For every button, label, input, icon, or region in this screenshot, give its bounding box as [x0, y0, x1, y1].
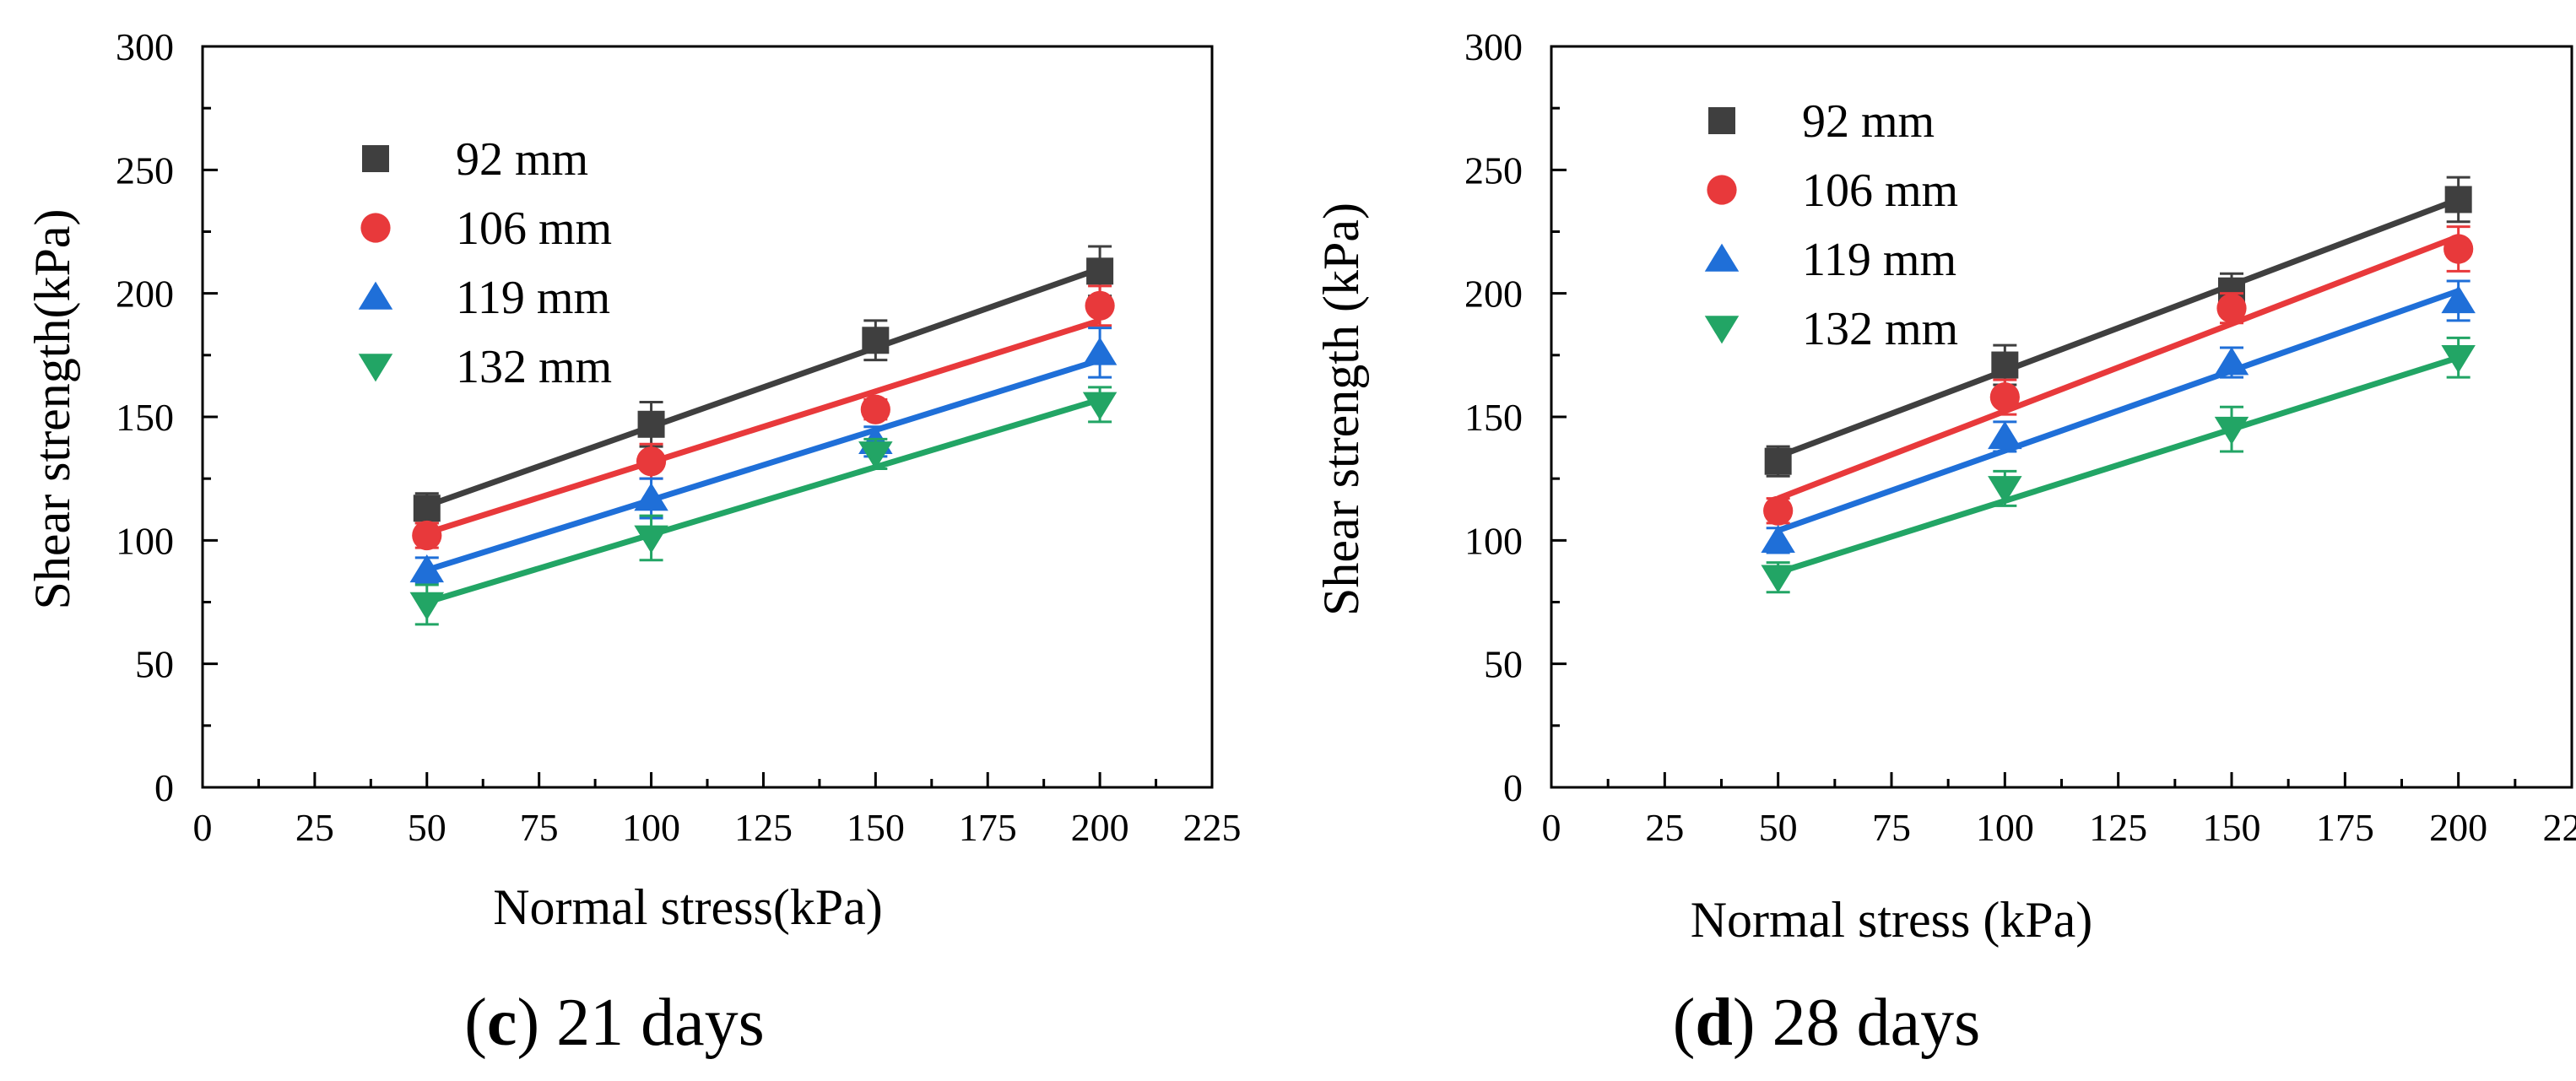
chart-d-xtick-label: 200 — [2429, 806, 2487, 849]
chart-d-caption-text: 28 days — [1772, 986, 1981, 1060]
chart-c-legend-label-3: 132 mm — [456, 341, 612, 393]
chart-d-series-92-mm-point — [1991, 352, 2018, 379]
chart-c-xtick-label: 100 — [622, 806, 680, 849]
chart-d-ytick-label: 300 — [1464, 25, 1523, 68]
chart-d-legend-label-0: 92 mm — [1802, 95, 1935, 148]
chart-c-ytick-label: 200 — [116, 273, 174, 316]
chart-c-series-92-mm-point — [414, 495, 441, 522]
chart-d-ytick-label: 50 — [1484, 643, 1523, 686]
chart-c-series-92-mm-point — [638, 411, 665, 438]
chart-d-legend-marker-3 — [1705, 316, 1739, 343]
chart-d-legend-label-3: 132 mm — [1802, 303, 1958, 355]
chart-d-series-132-mm-fit-line — [1778, 358, 2459, 573]
chart-c-xlabel: Normal stress(kPa) — [493, 879, 883, 935]
chart-d-xlabel: Normal stress (kPa) — [1691, 892, 2093, 948]
chart-c-ylabel: Shear strength(kPa) — [24, 209, 80, 610]
chart-c-plot-area: 0 25 50 75 100 125 150 175 200 225 0 50 100 150 200 250… — [116, 25, 1242, 849]
chart-c-ytick-label: 150 — [116, 396, 174, 439]
chart-c-legend-marker-1 — [360, 213, 390, 242]
chart-d-legend-marker-2 — [1705, 244, 1739, 272]
chart-c-ytick-label: 100 — [116, 519, 174, 562]
chart-d-ytick-label: 100 — [1464, 519, 1523, 562]
chart-d-series-106-mm-point — [2216, 294, 2246, 323]
chart-c-series-106-mm-point — [861, 395, 890, 424]
chart-d-series-119-mm-point — [2441, 285, 2475, 313]
chart-d-series-119-mm-point — [2215, 347, 2249, 375]
chart-c-xtick-label: 150 — [847, 806, 905, 849]
chart-d-xtick-label: 125 — [2089, 806, 2147, 849]
chart-d-legend-label-2: 119 mm — [1802, 234, 1956, 286]
chart-c-legend-marker-0 — [362, 145, 389, 172]
chart-panel-d: 0 25 50 75 100 125 150 175 200 225 0 50 100 150 200 250… — [1288, 0, 2576, 1077]
chart-d-xtick-label: 150 — [2203, 806, 2261, 849]
chart-c-ytick-label: 300 — [116, 25, 174, 68]
chart-d-ylabel: Shear strength (kPa) — [1313, 203, 1369, 616]
chart-c-ytick-label: 0 — [154, 766, 174, 809]
chart-c-series-132-mm-point — [410, 592, 444, 620]
chart-c-series-119-mm-point — [1083, 338, 1117, 365]
chart-c-xtick-label: 225 — [1183, 806, 1242, 849]
chart-d-series-106-mm-point — [1990, 382, 2020, 412]
chart-d-ytick-label: 200 — [1464, 273, 1523, 316]
chart-c-caption: (c) 21 days — [464, 986, 764, 1060]
chart-c-xtick-label: 175 — [959, 806, 1017, 849]
chart-c-xtick-label: 200 — [1071, 806, 1129, 849]
chart-c-axes-frame — [203, 46, 1212, 787]
chart-c-series-106-mm-point — [1085, 291, 1115, 321]
chart-d-series-92-mm-point — [1765, 448, 1792, 475]
chart-d-xtick-label: 225 — [2543, 806, 2576, 849]
chart-d-series-92-mm-point — [2445, 186, 2472, 213]
chart-c-ytick-label: 250 — [116, 149, 174, 192]
chart-c-xtick-label: 125 — [734, 806, 793, 849]
chart-d-xtick-label: 25 — [1645, 806, 1684, 849]
chart-d-legend-marker-0 — [1708, 107, 1735, 134]
chart-d-svg: 0 25 50 75 100 125 150 175 200 225 0 50 100 150 200 250… — [1288, 0, 2576, 1077]
chart-d-legend-marker-1 — [1707, 175, 1736, 204]
chart-c-series-92-mm-point — [862, 327, 889, 354]
chart-c-xtick-label: 0 — [193, 806, 213, 849]
chart-d-axes-frame — [1551, 46, 2572, 787]
chart-c-xtick-label: 50 — [408, 806, 446, 849]
chart-c-legend-marker-2 — [359, 282, 392, 310]
chart-c-svg: 0 25 50 75 100 125 150 175 200 225 0 50 100 150 200 250… — [0, 0, 1288, 1077]
chart-d-plot-area: 0 25 50 75 100 125 150 175 200 225 0 50 100 150 200 250… — [1464, 25, 2576, 849]
chart-c-series-106-mm-point — [412, 521, 441, 550]
chart-c-series-106-mm-point — [636, 446, 666, 476]
chart-d-series-106-mm-point — [1763, 496, 1793, 526]
chart-d-ytick-label: 0 — [1503, 766, 1523, 809]
chart-d-series-106-mm-point — [2443, 234, 2473, 263]
chart-d-caption: (d) 28 days — [1673, 986, 1980, 1060]
chart-c-legend-label-0: 92 mm — [456, 133, 588, 186]
chart-c-legend-label-1: 106 mm — [456, 203, 612, 255]
chart-c-ytick-label: 50 — [135, 643, 174, 686]
chart-d-ytick-label: 250 — [1464, 149, 1523, 192]
chart-d-xtick-label: 100 — [1976, 806, 2034, 849]
chart-d-ytick-label: 150 — [1464, 396, 1523, 439]
chart-d-xtick-label: 75 — [1872, 806, 1911, 849]
chart-d-series-119-mm-point — [1988, 421, 2021, 449]
chart-c-xtick-label: 75 — [520, 806, 559, 849]
chart-c-caption-text: 21 days — [556, 986, 765, 1060]
chart-c-legend-label-2: 119 mm — [456, 272, 610, 324]
chart-d-legend-label-1: 106 mm — [1802, 165, 1958, 217]
chart-c-caption-letter: c — [487, 986, 517, 1060]
chart-c-legend-marker-3 — [359, 354, 392, 381]
chart-c-series-92-mm-point — [1086, 257, 1113, 284]
chart-d-xtick-label: 0 — [1542, 806, 1561, 849]
chart-d-xtick-label: 50 — [1759, 806, 1798, 849]
chart-d-xtick-label: 175 — [2316, 806, 2374, 849]
chart-panel-c: 0 25 50 75 100 125 150 175 200 225 0 50 100 150 200 250… — [0, 0, 1288, 1077]
chart-d-caption-letter: d — [1695, 986, 1733, 1060]
chart-d-series-132-mm-point — [1761, 565, 1794, 593]
chart-c-xtick-label: 25 — [295, 806, 334, 849]
